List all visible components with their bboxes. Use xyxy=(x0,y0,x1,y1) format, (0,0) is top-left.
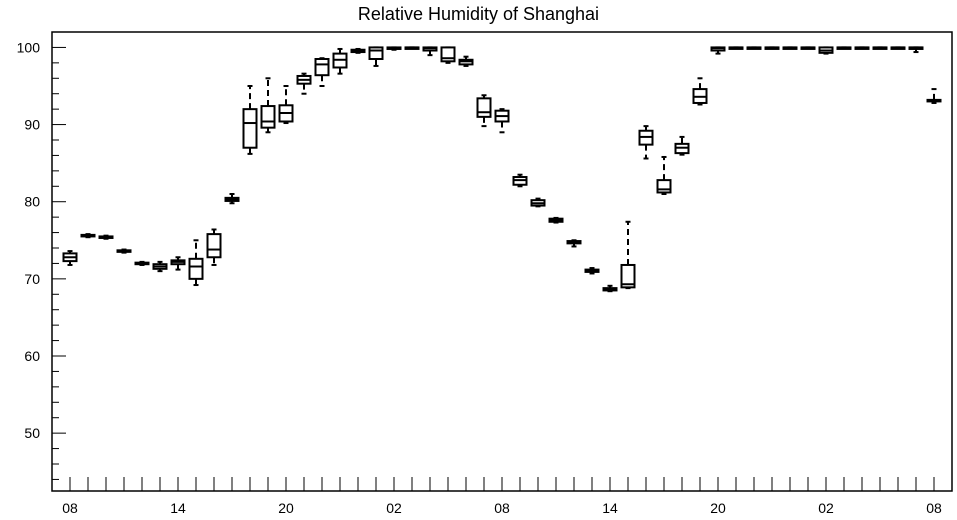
box-rect xyxy=(242,108,258,149)
box-36 xyxy=(710,46,726,55)
x-tick-label: 08 xyxy=(926,500,942,516)
box-rect xyxy=(314,58,330,77)
box-rect xyxy=(260,105,276,129)
box-5 xyxy=(152,260,168,273)
box-39 xyxy=(764,46,780,50)
box-13 xyxy=(296,72,312,95)
y-tick-label: 60 xyxy=(24,348,40,364)
y-tick-label: 80 xyxy=(24,194,40,210)
x-tick-label: 08 xyxy=(62,500,78,516)
box-30 xyxy=(602,284,618,293)
box-16 xyxy=(350,47,366,54)
y-tick-label: 50 xyxy=(24,425,40,441)
x-tick-label: 02 xyxy=(386,500,402,516)
box-4 xyxy=(134,260,150,266)
box-42 xyxy=(818,46,834,55)
box-2 xyxy=(98,234,114,240)
box-8 xyxy=(206,228,222,266)
box-20 xyxy=(422,46,438,57)
box-46 xyxy=(890,46,906,50)
box-11 xyxy=(260,77,276,134)
box-37 xyxy=(728,46,744,50)
x-tick-label: 02 xyxy=(818,500,834,516)
box-40 xyxy=(782,46,798,50)
box-41 xyxy=(800,46,816,50)
box-rect xyxy=(206,233,222,259)
box-29 xyxy=(584,267,600,275)
box-rect xyxy=(476,97,492,118)
x-tick-label: 08 xyxy=(494,500,510,516)
box-6 xyxy=(170,256,186,271)
box-19 xyxy=(404,46,420,50)
box-1 xyxy=(80,233,96,239)
box-rect xyxy=(188,257,204,280)
box-7 xyxy=(188,239,204,287)
box-28 xyxy=(566,239,582,248)
plot-frame-group xyxy=(51,31,953,492)
box-12 xyxy=(278,85,294,125)
box-31 xyxy=(620,220,636,290)
box-35 xyxy=(692,77,708,106)
box-3 xyxy=(116,248,132,254)
plot-frame xyxy=(51,31,953,492)
y-tick-label: 100 xyxy=(17,39,41,55)
box-48 xyxy=(926,88,942,104)
box-27 xyxy=(548,216,564,224)
chart-title: Relative Humidity of Shanghai xyxy=(357,4,600,24)
y-tick-label: 90 xyxy=(24,117,40,133)
box-25 xyxy=(512,173,528,188)
box-rect xyxy=(440,46,456,63)
x-tick-label: 14 xyxy=(170,500,186,516)
box-43 xyxy=(836,46,852,50)
axes-group: 50 60 70 80 90 100 08 14 20 02 08 14 20 02 08 xyxy=(17,31,942,516)
box-47 xyxy=(908,46,924,54)
y-tick-label: 70 xyxy=(24,271,40,287)
box-15 xyxy=(332,47,348,75)
box-32 xyxy=(638,125,654,160)
box-18 xyxy=(386,46,402,51)
box-44 xyxy=(854,46,870,50)
box-9 xyxy=(224,193,240,205)
box-38 xyxy=(746,46,762,50)
box-24 xyxy=(494,108,510,134)
box-34 xyxy=(674,135,690,156)
box-17 xyxy=(368,46,384,67)
box-14 xyxy=(314,57,330,87)
box-21 xyxy=(440,46,456,64)
boxes-group xyxy=(62,46,942,293)
box-rect xyxy=(368,46,384,60)
box-45 xyxy=(872,46,888,50)
box-26 xyxy=(530,197,546,208)
box-33 xyxy=(656,155,672,195)
box-rect xyxy=(620,263,636,289)
box-10 xyxy=(242,85,258,155)
x-tick-label: 20 xyxy=(710,500,726,516)
box-23 xyxy=(476,94,492,128)
x-tick-label: 20 xyxy=(278,500,294,516)
box-0 xyxy=(62,250,78,266)
box-22 xyxy=(458,55,474,67)
box-rect xyxy=(656,179,672,194)
x-tick-label: 14 xyxy=(602,500,618,516)
